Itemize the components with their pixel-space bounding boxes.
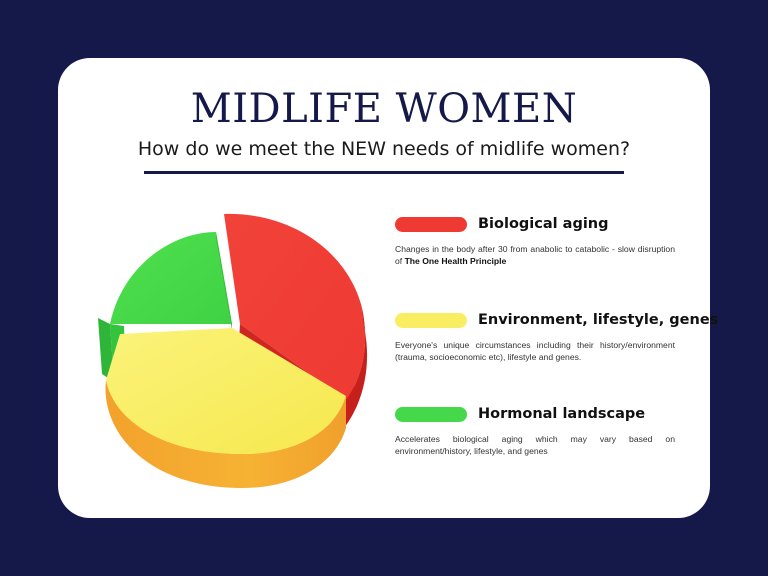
legend-item-biological-aging: Biological aging Changes in the body aft…	[395, 212, 703, 267]
legend-description: Changes in the body after 30 from anabol…	[395, 244, 675, 266]
legend-swatch-green	[395, 406, 467, 422]
legend-description: Accelerates biological aging which may v…	[395, 434, 675, 456]
legend-label: Biological aging	[478, 216, 609, 232]
legend-item-environment-lifestyle-genes: Environment, lifestyle, genes Everyone's…	[395, 308, 718, 363]
legend-swatch-red	[395, 216, 467, 232]
content-card: MIDLIFE WOMEN How do we meet the NEW nee…	[58, 58, 718, 518]
legend-label: Hormonal landscape	[478, 406, 646, 422]
page-subtitle: How do we meet the NEW needs of midlife …	[137, 138, 631, 160]
pie-chart	[98, 213, 368, 488]
title-divider	[144, 171, 624, 174]
legend-label: Environment, lifestyle, genes	[478, 312, 719, 328]
legend-description: Everyone's unique circumstances includin…	[395, 340, 675, 362]
legend-swatch-yellow	[395, 312, 467, 328]
legend-item-hormonal-landscape: Hormonal landscape Accelerates biologica…	[395, 402, 703, 457]
pie-slice-environment-lifestyle-genes	[105, 328, 346, 488]
page-title: MIDLIFE WOMEN	[190, 86, 578, 132]
